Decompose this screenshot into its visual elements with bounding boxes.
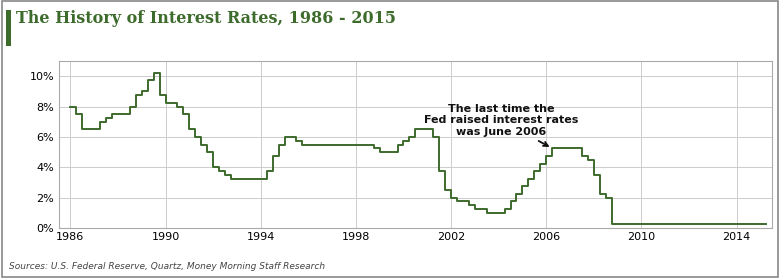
Text: Sources: U.S. Federal Reserve, Quartz, Money Morning Staff Research: Sources: U.S. Federal Reserve, Quartz, M…	[9, 262, 325, 271]
Text: The History of Interest Rates, 1986 - 2015: The History of Interest Rates, 1986 - 20…	[16, 10, 395, 27]
Text: The last time the
Fed raised interest rates
was June 2006: The last time the Fed raised interest ra…	[424, 104, 578, 146]
